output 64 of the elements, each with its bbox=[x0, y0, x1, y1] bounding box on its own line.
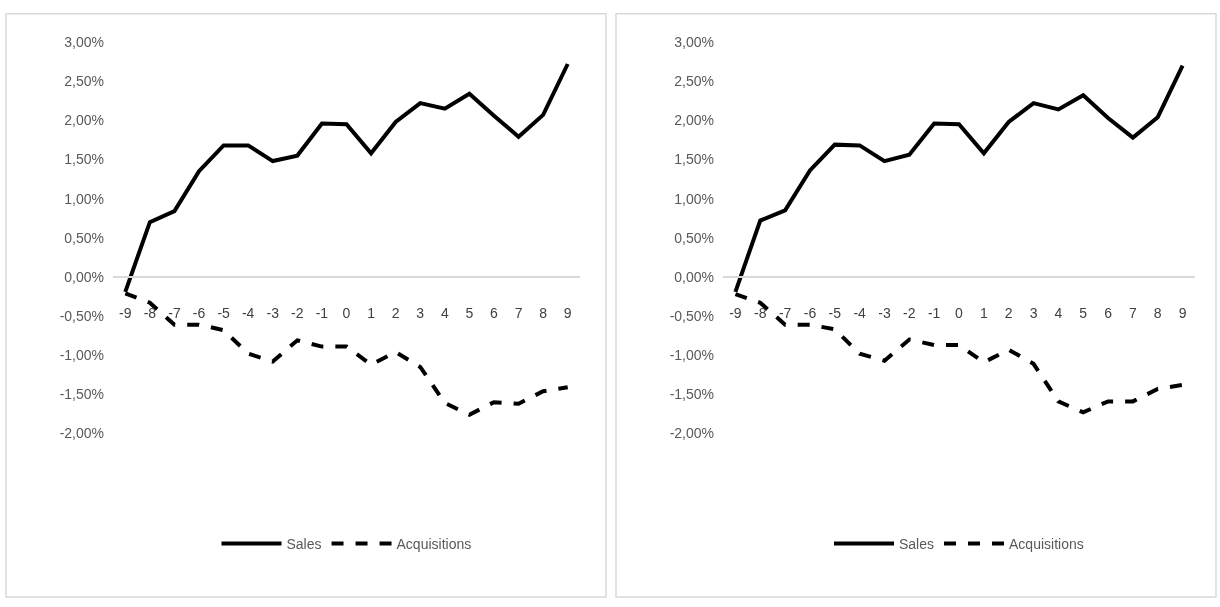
x-tick-label: -6 bbox=[192, 305, 206, 322]
x-tick-label: -7 bbox=[778, 305, 792, 322]
legend-label: Sales bbox=[286, 536, 322, 553]
x-tick-label: -9 bbox=[119, 305, 132, 322]
x-tick-label: 0 bbox=[955, 305, 964, 322]
y-tick-label: 3,00% bbox=[674, 33, 714, 50]
x-tick-label: 6 bbox=[490, 305, 499, 322]
y-tick-label: -1,00% bbox=[59, 347, 104, 364]
y-tick-label: 1,00% bbox=[64, 190, 104, 207]
y-tick-label: 0,00% bbox=[64, 268, 104, 285]
x-tick-label: -1 bbox=[927, 305, 941, 322]
y-tick-label: 2,50% bbox=[674, 73, 714, 90]
x-tick-label: 0 bbox=[342, 305, 351, 322]
y-tick-label: 1,00% bbox=[674, 190, 714, 207]
x-tick-label: 9 bbox=[1178, 305, 1187, 322]
legend-label: Acquisitions bbox=[1009, 536, 1084, 553]
x-tick-label: -6 bbox=[803, 305, 817, 322]
y-tick-label: -1,50% bbox=[669, 386, 714, 403]
x-tick-label: 4 bbox=[440, 305, 449, 322]
y-tick-label: 2,00% bbox=[64, 112, 104, 129]
x-tick-label: 8 bbox=[1153, 305, 1162, 322]
x-tick-label: 5 bbox=[1079, 305, 1088, 322]
x-tick-label: 2 bbox=[391, 305, 400, 322]
y-tick-label: 0,50% bbox=[674, 229, 714, 246]
y-tick-label: 3,00% bbox=[64, 33, 104, 50]
x-tick-label: 7 bbox=[514, 305, 523, 322]
x-tick-label: 6 bbox=[1104, 305, 1113, 322]
x-tick-label: -7 bbox=[168, 305, 181, 322]
x-tick-label: -9 bbox=[729, 305, 742, 322]
x-tick-label: -5 bbox=[828, 305, 842, 322]
x-tick-label: -2 bbox=[903, 305, 916, 322]
x-tick-label: -3 bbox=[878, 305, 891, 322]
y-tick-label: -1,50% bbox=[59, 386, 104, 403]
y-tick-label: -1,00% bbox=[669, 347, 714, 364]
x-tick-label: 5 bbox=[465, 305, 474, 322]
x-tick-label: 4 bbox=[1054, 305, 1063, 322]
x-tick-label: 9 bbox=[563, 305, 572, 322]
x-tick-label: -8 bbox=[754, 305, 767, 322]
x-tick-label: 2 bbox=[1004, 305, 1013, 322]
x-tick-label: 8 bbox=[539, 305, 548, 322]
x-tick-label: 7 bbox=[1128, 305, 1137, 322]
x-tick-label: -4 bbox=[853, 305, 867, 322]
y-tick-label: -2,00% bbox=[669, 425, 714, 442]
x-tick-label: 1 bbox=[367, 305, 376, 322]
y-tick-label: -0,50% bbox=[59, 307, 104, 324]
y-tick-label: 0,50% bbox=[64, 229, 104, 246]
y-tick-label: -2,00% bbox=[59, 425, 104, 442]
y-tick-label: 1,50% bbox=[64, 151, 104, 168]
y-tick-label: 2,50% bbox=[64, 73, 104, 90]
y-tick-label: 1,50% bbox=[674, 151, 714, 168]
x-tick-label: -2 bbox=[291, 305, 304, 322]
legend-label: Sales bbox=[899, 536, 935, 553]
y-tick-label: -0,50% bbox=[669, 307, 714, 324]
x-tick-label: -8 bbox=[143, 305, 157, 322]
x-tick-label: 3 bbox=[1029, 305, 1038, 322]
legend-label: Acquisitions bbox=[396, 536, 472, 553]
x-tick-label: -4 bbox=[241, 305, 255, 322]
y-tick-label: 2,00% bbox=[674, 112, 714, 129]
x-tick-label: 1 bbox=[979, 305, 988, 322]
y-tick-label: 0,00% bbox=[674, 268, 714, 285]
x-tick-label: -1 bbox=[315, 305, 329, 322]
x-tick-label: 3 bbox=[416, 305, 425, 322]
x-tick-label: -3 bbox=[266, 305, 280, 322]
x-tick-label: -5 bbox=[217, 305, 231, 322]
